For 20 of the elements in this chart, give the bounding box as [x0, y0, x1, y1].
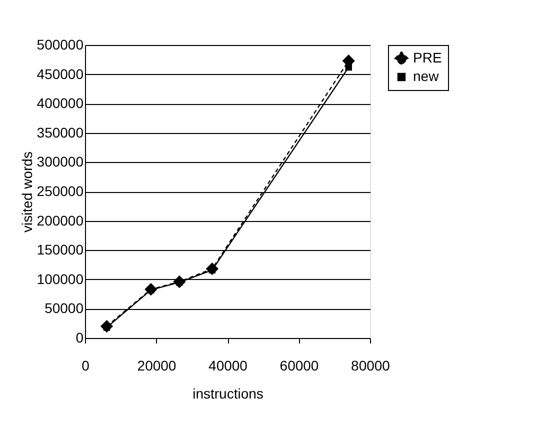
legend-label: PRE [413, 50, 442, 66]
legend-label: new [413, 68, 440, 84]
x-axis-title: instructions [192, 386, 264, 402]
y-tick-label: 150000 [36, 242, 84, 258]
y-tick-label: 400000 [36, 95, 84, 112]
x-tick-label: 40000 [208, 358, 248, 374]
y-tick-label: 100000 [36, 270, 84, 287]
x-tick-label: 80000 [351, 358, 390, 374]
y-tick-label: 300000 [36, 154, 84, 170]
point [345, 64, 352, 71]
x-tick-label: 60000 [280, 358, 319, 374]
y-axis-title: visited words [18, 152, 35, 232]
y-tick-label: 0 [76, 330, 84, 346]
y-tick-label: 250000 [36, 183, 84, 199]
y-tick-label: 50000 [44, 300, 84, 316]
y-tick-label: 200000 [36, 212, 84, 228]
x-tick-label: 20000 [137, 358, 176, 374]
y-tick-label: 450000 [36, 66, 84, 82]
y-tick-label: 350000 [36, 124, 84, 140]
y-tick-label: 500000 [36, 36, 84, 52]
